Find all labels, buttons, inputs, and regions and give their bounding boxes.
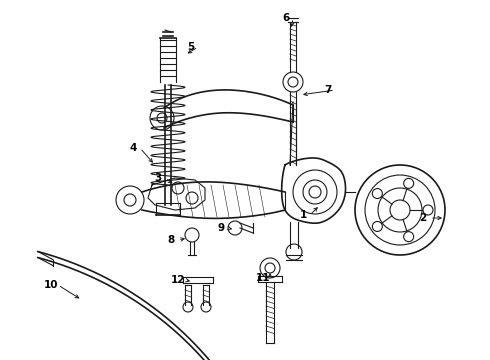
Text: 7: 7 <box>324 85 332 95</box>
Text: 4: 4 <box>129 143 137 153</box>
Text: 11: 11 <box>256 273 270 283</box>
Text: 9: 9 <box>218 223 224 233</box>
Text: 5: 5 <box>187 42 195 52</box>
Text: 8: 8 <box>168 235 174 245</box>
Text: 1: 1 <box>299 210 307 220</box>
Text: 10: 10 <box>44 280 58 290</box>
Text: 12: 12 <box>171 275 185 285</box>
Text: 2: 2 <box>419 213 427 223</box>
Text: 3: 3 <box>154 173 162 183</box>
Text: 6: 6 <box>282 13 290 23</box>
